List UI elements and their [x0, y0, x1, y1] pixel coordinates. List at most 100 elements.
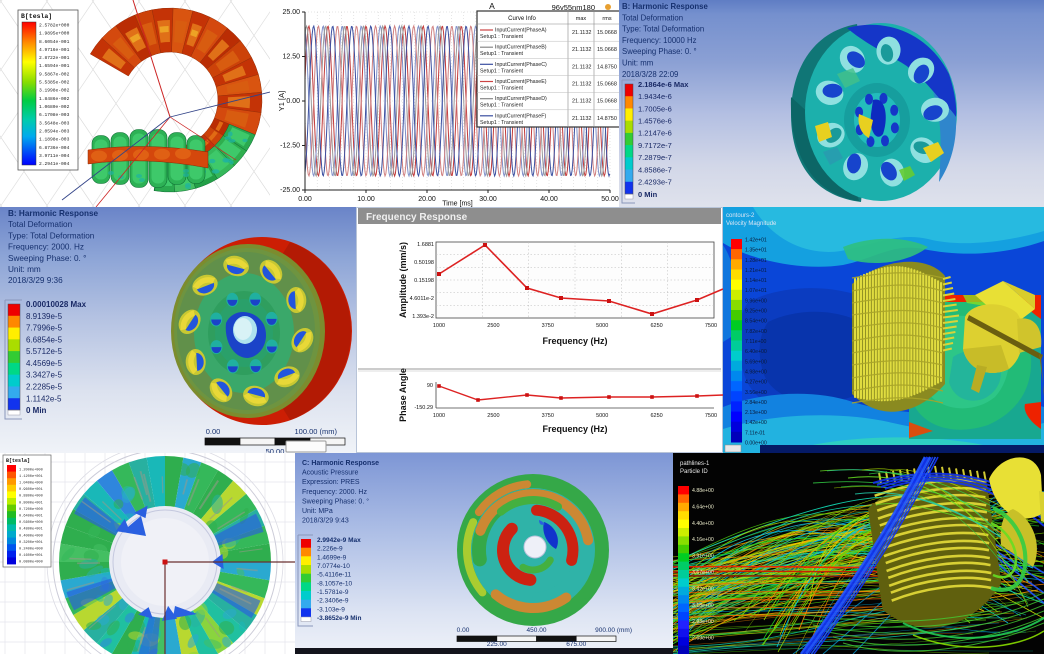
svg-text:0.00010028 Max: 0.00010028 Max — [26, 300, 87, 309]
svg-text:9.96e+00: 9.96e+00 — [745, 298, 767, 304]
svg-text:5.5385e-002: 5.5385e-002 — [39, 80, 70, 86]
svg-text:InputCurrent(PhaseE): InputCurrent(PhaseE) — [495, 79, 547, 85]
svg-text:Sweeping Phase: 0. °: Sweeping Phase: 0. ° — [8, 254, 86, 263]
svg-text:1.4699e-9: 1.4699e-9 — [317, 554, 347, 561]
svg-text:0.4800e+001: 0.4800e+001 — [19, 528, 43, 532]
svg-text:0.3200e+001: 0.3200e+001 — [19, 541, 43, 545]
svg-text:Setup1 : Transient: Setup1 : Transient — [480, 34, 524, 40]
svg-text:2.69e+00: 2.69e+00 — [692, 636, 714, 642]
svg-text:0.5600e+000: 0.5600e+000 — [19, 521, 43, 525]
svg-text:Acoustic Pressure: Acoustic Pressure — [302, 470, 359, 477]
svg-text:6.6854e-5: 6.6854e-5 — [26, 335, 63, 344]
svg-text:Velocity Magnitude: Velocity Magnitude — [726, 221, 777, 227]
svg-text:25.00: 25.00 — [282, 9, 300, 16]
svg-text:3.9711e-004: 3.9711e-004 — [39, 153, 70, 159]
svg-text:100.00 (mm): 100.00 (mm) — [294, 427, 337, 436]
svg-text:0.1600e+001: 0.1600e+001 — [19, 554, 43, 558]
svg-text:2.4293e-7: 2.4293e-7 — [638, 178, 672, 187]
svg-text:15.0668: 15.0668 — [597, 30, 617, 36]
svg-text:40.00: 40.00 — [540, 196, 558, 203]
svg-text:B[tesla]: B[tesla] — [6, 458, 30, 464]
svg-text:2.13e+00: 2.13e+00 — [745, 410, 767, 416]
svg-text:A: A — [489, 1, 495, 11]
svg-text:0.15198: 0.15198 — [414, 278, 434, 284]
svg-text:0.8000e+001: 0.8000e+001 — [19, 501, 43, 505]
svg-text:0.0800e+000: 0.0800e+000 — [19, 561, 43, 565]
svg-text:8.9139e-5: 8.9139e-5 — [26, 312, 63, 321]
svg-text:2.0594e-003: 2.0594e-003 — [39, 128, 70, 134]
svg-text:225.00: 225.00 — [487, 641, 507, 648]
svg-text:14.8750: 14.8750 — [597, 116, 617, 122]
svg-text:1.9434e-6: 1.9434e-6 — [638, 92, 672, 101]
svg-text:1.8486e-002: 1.8486e-002 — [39, 96, 70, 102]
svg-text:max: max — [576, 16, 587, 22]
svg-text:Setup1 : Transient: Setup1 : Transient — [480, 86, 524, 92]
svg-text:Setup1 : Transient: Setup1 : Transient — [480, 68, 524, 74]
svg-text:21.1132: 21.1132 — [572, 82, 591, 88]
svg-text:InputCurrent(PhaseA): InputCurrent(PhaseA) — [495, 28, 547, 34]
svg-text:2.2941e-004: 2.2941e-004 — [39, 161, 70, 167]
svg-text:Frequency (Hz): Frequency (Hz) — [542, 336, 607, 346]
svg-text:Frequency: 2000. Hz: Frequency: 2000. Hz — [302, 489, 367, 496]
svg-text:Total Deformation: Total Deformation — [622, 13, 683, 22]
svg-text:1.0400e+000: 1.0400e+000 — [19, 482, 43, 486]
svg-text:1.4576e-6: 1.4576e-6 — [638, 117, 672, 126]
svg-text:0.4000e+000: 0.4000e+000 — [19, 534, 43, 538]
svg-text:B: Harmonic Response: B: Harmonic Response — [8, 209, 99, 218]
svg-text:30.00: 30.00 — [479, 196, 497, 203]
svg-text:6.1708e-003: 6.1708e-003 — [39, 112, 70, 118]
svg-text:Curve Info: Curve Info — [508, 16, 536, 22]
svg-text:1.42e+00: 1.42e+00 — [745, 420, 767, 426]
svg-text:2018/3/29 9:43: 2018/3/29 9:43 — [302, 518, 349, 525]
svg-text:7.11e-01: 7.11e-01 — [745, 430, 765, 436]
svg-text:0 Min: 0 Min — [638, 190, 658, 199]
svg-text:4.64e+00: 4.64e+00 — [692, 504, 714, 510]
svg-text:4.98e+00: 4.98e+00 — [745, 369, 767, 375]
svg-text:Sweeping Phase: 0. °: Sweeping Phase: 0. ° — [622, 47, 697, 56]
svg-text:7.0774e-10: 7.0774e-10 — [317, 563, 350, 570]
svg-text:450.00: 450.00 — [527, 627, 547, 634]
svg-text:3.5648e-003: 3.5648e-003 — [39, 120, 70, 126]
svg-text:2.8722e-001: 2.8722e-001 — [39, 55, 70, 61]
svg-text:2018/3/29 9:36: 2018/3/29 9:36 — [8, 276, 63, 285]
svg-text:5.69e+00: 5.69e+00 — [745, 359, 767, 365]
svg-text:7500: 7500 — [705, 413, 717, 419]
svg-text:3.91e+00: 3.91e+00 — [692, 554, 714, 560]
svg-text:Setup1 : Transient: Setup1 : Transient — [480, 120, 524, 126]
svg-text:B: Harmonic Response: B: Harmonic Response — [622, 2, 708, 11]
svg-text:9.25e+00: 9.25e+00 — [745, 309, 767, 315]
svg-text:4.9716e-001: 4.9716e-001 — [39, 47, 70, 53]
svg-text:1000: 1000 — [433, 323, 445, 329]
svg-text:InputCurrent(PhaseC): InputCurrent(PhaseC) — [495, 62, 547, 68]
svg-text:1000: 1000 — [433, 413, 445, 419]
svg-text:2.2285e-5: 2.2285e-5 — [26, 383, 63, 392]
svg-text:pathlines-1: pathlines-1 — [680, 461, 710, 467]
svg-text:Amplitude (mm/s): Amplitude (mm/s) — [398, 242, 408, 318]
svg-text:Setup1 : Transient: Setup1 : Transient — [480, 103, 524, 109]
svg-text:2.84e+00: 2.84e+00 — [745, 400, 767, 406]
svg-text:0.00: 0.00 — [206, 427, 221, 436]
svg-text:9.7172e-7: 9.7172e-7 — [638, 141, 672, 150]
svg-text:Setup1 : Transient: Setup1 : Transient — [480, 51, 524, 57]
svg-text:1.21e+01: 1.21e+01 — [745, 268, 767, 274]
svg-text:InputCurrent(PhaseB): InputCurrent(PhaseB) — [495, 45, 547, 51]
svg-text:4.27e+00: 4.27e+00 — [745, 380, 767, 386]
svg-text:1.1200e+001: 1.1200e+001 — [19, 475, 43, 479]
svg-text:3750: 3750 — [542, 413, 554, 419]
svg-text:12.50: 12.50 — [282, 54, 300, 61]
svg-text:10.00: 10.00 — [357, 196, 375, 203]
svg-text:0.7200e+000: 0.7200e+000 — [19, 508, 43, 512]
svg-text:1.6594e-001: 1.6594e-001 — [39, 63, 70, 69]
svg-text:-12.50: -12.50 — [280, 143, 300, 150]
svg-text:1.7005e-6: 1.7005e-6 — [638, 104, 672, 113]
svg-text:0.50198: 0.50198 — [414, 260, 434, 266]
svg-text:1.1898e-003: 1.1898e-003 — [39, 137, 70, 143]
svg-text:50.00: 50.00 — [266, 447, 285, 453]
svg-text:4.40e+00: 4.40e+00 — [692, 521, 714, 527]
svg-text:20.00: 20.00 — [418, 196, 436, 203]
svg-text:1.9895e+000: 1.9895e+000 — [39, 31, 70, 37]
svg-text:0.00: 0.00 — [298, 196, 312, 203]
svg-text:-5.4116e-11: -5.4116e-11 — [317, 572, 351, 579]
svg-text:21.1132: 21.1132 — [572, 30, 591, 36]
svg-text:7.82e+00: 7.82e+00 — [745, 329, 767, 335]
